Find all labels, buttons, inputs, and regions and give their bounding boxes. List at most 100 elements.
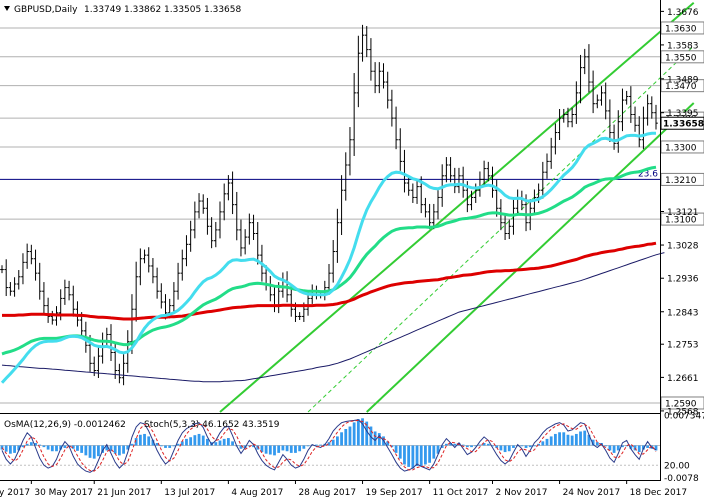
- time-tick-label: 13 Jul 2017: [164, 488, 215, 498]
- time-tick-label: 11 Oct 2017: [433, 488, 489, 498]
- level-lines: [0, 27, 660, 404]
- osma-bar: [327, 442, 331, 446]
- level-label: 1.3630: [665, 24, 697, 34]
- price-bar: [339, 175, 344, 236]
- price-bar: [218, 201, 222, 239]
- price-axis[interactable]: 1.36301.35501.34701.33801.33001.32101.31…: [660, 8, 704, 418]
- price-bar: [142, 249, 147, 264]
- osma-bar: [449, 443, 452, 446]
- osma-bar: [365, 421, 369, 446]
- price-bar: [360, 24, 365, 62]
- osma-bar: [486, 443, 490, 446]
- stoch-level-label: 20.00: [664, 462, 690, 472]
- osma-bar: [92, 445, 96, 459]
- osma-bar: [268, 445, 272, 455]
- osma-bar: [222, 438, 226, 446]
- price-tick-label: 1.3028: [667, 242, 699, 252]
- osma-bar: [201, 435, 205, 446]
- osma-bar: [155, 443, 159, 446]
- osma-bar: [55, 445, 58, 452]
- osma-bar: [113, 445, 117, 454]
- price-bar: [650, 96, 654, 119]
- price-panel[interactable]: 23.6 GBPUSD,Daily 1.33749 1.33862 1.3350…: [0, 1, 695, 413]
- ohlc-close: 1.33658: [204, 5, 241, 15]
- stoch-main-line: [1, 419, 657, 473]
- price-bar: [159, 283, 164, 309]
- price-tick-label: 1.3395: [667, 109, 699, 119]
- osma-bar: [549, 436, 553, 446]
- osma-bar: [277, 445, 281, 453]
- stoch-title: Stoch(5,3,3) 46.1652 43.3519: [144, 420, 280, 430]
- osma-bar: [38, 444, 42, 446]
- osma-bar: [197, 433, 201, 446]
- osma-bar: [428, 445, 432, 463]
- price-bar: [432, 203, 436, 230]
- price-bar: [612, 124, 616, 150]
- osma-bar: [373, 431, 377, 446]
- price-bar: [239, 219, 243, 257]
- osma-bar: [335, 436, 339, 446]
- osma-bar: [553, 433, 557, 446]
- price-bar: [134, 261, 138, 322]
- price-bar: [541, 161, 545, 199]
- price-bar: [222, 183, 226, 221]
- osma-bar: [214, 442, 218, 446]
- price-bar: [12, 277, 17, 297]
- price-bar: [146, 247, 151, 273]
- osma-bar: [289, 445, 293, 453]
- price-bar: [255, 222, 260, 265]
- osma-bar: [42, 445, 46, 448]
- osma-bar: [159, 445, 163, 447]
- osma-bar: [465, 445, 469, 448]
- price-bar: [369, 38, 373, 81]
- price-bar: [578, 54, 583, 104]
- level-label: 1.3300: [665, 143, 697, 153]
- osma-bar: [386, 441, 390, 446]
- osma-bar: [180, 441, 184, 446]
- osma-histogram: [0, 418, 658, 469]
- price-bar: [394, 106, 398, 150]
- level-label: 1.3550: [665, 53, 697, 63]
- price-bar: [37, 262, 42, 300]
- price-bar: [574, 81, 579, 124]
- osma-bar: [461, 444, 465, 446]
- osma-bar: [419, 445, 423, 467]
- time-axis[interactable]: 18 May 2017 30 May 2017 21 Jun 2017 13 Jul …: [0, 480, 687, 498]
- osma-bar: [17, 445, 21, 451]
- price-bar: [352, 73, 356, 156]
- price-bar: [121, 354, 126, 386]
- time-tick-label: 18 May 2017: [0, 488, 30, 498]
- osma-bar: [574, 433, 578, 446]
- osma-bar: [285, 445, 289, 452]
- osma-bar: [361, 418, 364, 446]
- price-bar: [448, 157, 453, 183]
- osma-bar: [499, 445, 503, 451]
- price-bar: [117, 363, 122, 384]
- osma-bar: [298, 445, 302, 452]
- osma-bar: [29, 442, 33, 446]
- price-bar: [377, 62, 382, 94]
- osma-bar: [76, 445, 79, 451]
- price-tick-label: 1.2843: [667, 308, 699, 318]
- time-tick-label: 21 Jun 2017: [97, 488, 151, 498]
- osma-bar: [126, 445, 130, 450]
- osma-bar: [134, 438, 138, 446]
- osma-bar: [256, 445, 260, 450]
- osma-bar: [63, 445, 67, 448]
- osma-bar: [8, 445, 12, 454]
- oscillator-panel[interactable]: OsMA(12,26,9) -0.0012462 Stoch(5,3,3) 46…: [0, 418, 660, 473]
- price-bar: [490, 166, 495, 198]
- osma-bar: [138, 434, 142, 446]
- price-bar: [16, 270, 21, 290]
- osma-tick-label: -0.0078: [664, 474, 699, 484]
- osma-bar: [562, 432, 566, 446]
- osma-bar: [507, 445, 511, 452]
- price-bar: [402, 149, 407, 193]
- osma-bar: [176, 443, 180, 446]
- level-label: 1.3470: [665, 82, 697, 92]
- price-bar: [155, 267, 159, 299]
- osma-title: OsMA(12,26,9) -0.0012462: [4, 420, 126, 430]
- osma-bar: [34, 443, 37, 446]
- price-bar: [561, 108, 566, 123]
- current-price-label: 1.33658: [663, 120, 704, 130]
